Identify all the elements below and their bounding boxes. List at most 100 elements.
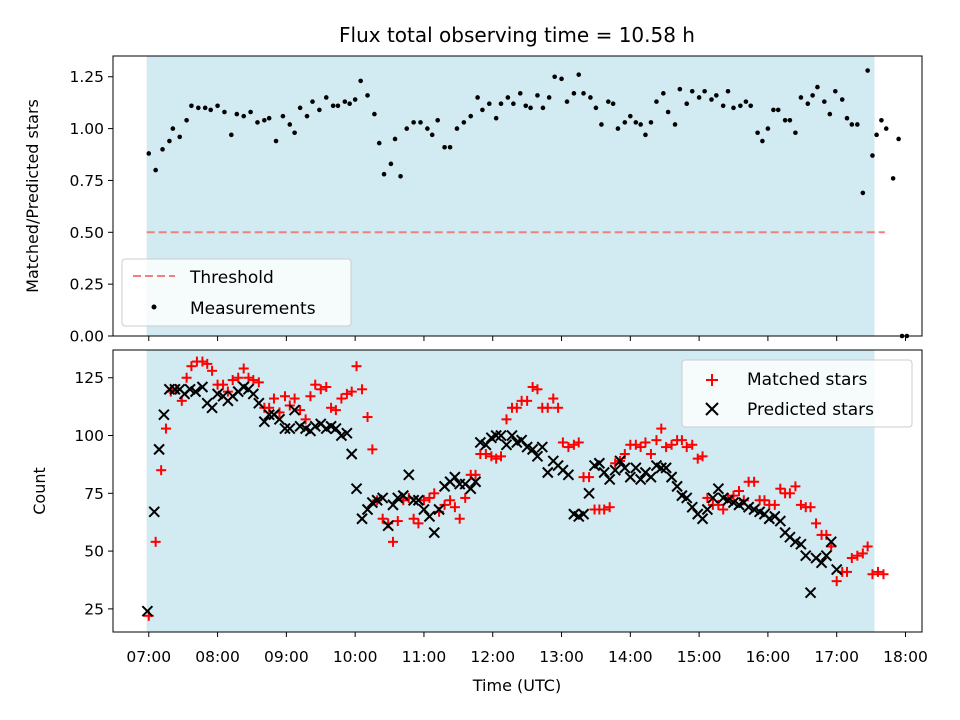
measurement-point	[546, 95, 552, 100]
matched-star-point	[692, 453, 703, 464]
matched-star-point	[811, 518, 822, 529]
predicted-star-point	[376, 492, 389, 504]
predicted-star-point	[526, 443, 539, 456]
predicted-star-point	[465, 482, 477, 495]
matched-star-point	[326, 402, 337, 413]
matched-star-point	[408, 513, 419, 524]
y-tick-label: 0.75	[69, 172, 104, 190]
matched-star-point	[645, 449, 656, 460]
y-tick-label: 0.00	[69, 328, 104, 346]
predicted-star-point	[619, 462, 631, 474]
panel-counts: 25 50 75 100 125 Count Matched stars Predict…	[30, 349, 923, 637]
x-tick-label: 15:00	[677, 648, 722, 666]
legend-measurements-swatch	[151, 304, 157, 310]
measurement-point	[273, 138, 279, 144]
matched-star-point	[790, 481, 801, 492]
measurement-point	[411, 120, 416, 125]
matched-star-point	[181, 372, 192, 383]
y-tick-label: 0.50	[69, 224, 104, 242]
matched-star-point	[651, 435, 662, 446]
matched-star-point	[233, 372, 244, 383]
predicted-star-point	[562, 469, 575, 481]
predicted-star-point	[542, 466, 554, 479]
y-tick-label: 50	[84, 543, 104, 561]
measurement-point	[748, 103, 754, 109]
measurement-point	[833, 88, 838, 94]
predicted-star-point	[634, 473, 647, 486]
matched-star-point	[218, 379, 229, 390]
matched-star-point	[542, 402, 553, 413]
legend-predicted-swatch	[705, 402, 719, 416]
measurement-point	[381, 171, 387, 177]
y-tick-label: 100	[74, 427, 104, 445]
predicted-star-point	[490, 429, 502, 442]
measurement-point	[486, 101, 492, 107]
predicted-star-point	[774, 515, 786, 527]
matched-star-point	[656, 423, 667, 434]
matched-star-point	[156, 465, 167, 476]
measurement-point	[559, 76, 564, 82]
predicted-star-point	[189, 385, 202, 398]
measurement-point	[266, 115, 272, 121]
measurement-point	[684, 101, 690, 107]
measurement-point	[793, 130, 798, 136]
matched-star-point	[289, 393, 300, 404]
measurement-point	[883, 126, 889, 131]
matched-star-point	[268, 393, 279, 404]
matched-star-point	[872, 566, 883, 577]
measurement-point	[297, 105, 303, 111]
legend-matched-swatch	[706, 374, 718, 386]
y-tick-label: 25	[84, 600, 104, 618]
matched-star-point	[207, 365, 218, 376]
measurement-point	[505, 95, 511, 100]
x-tick-label: 07:00	[126, 648, 171, 666]
matched-star-point	[878, 569, 889, 580]
matched-star-point	[599, 504, 610, 515]
matched-star-point	[341, 388, 352, 399]
measurement-point	[771, 107, 776, 113]
matched-star-point	[460, 492, 471, 503]
matched-star-point	[718, 504, 729, 515]
measurement-point	[738, 103, 743, 109]
measurement-point	[805, 101, 811, 107]
legend-measurements-label: Measurements	[190, 299, 316, 319]
predicted-star-point	[469, 476, 482, 488]
matched-star-point	[336, 393, 347, 404]
matched-star-point	[377, 513, 388, 524]
measurement-point	[593, 105, 599, 111]
matched-star-point	[300, 414, 311, 425]
legend-threshold-label: Threshold	[189, 268, 274, 288]
matched-star-point	[186, 361, 197, 372]
measurement-point	[287, 122, 293, 127]
legend-predicted-label: Predicted stars	[747, 400, 874, 420]
measurement-point	[606, 99, 611, 104]
measurement-point	[493, 115, 499, 121]
matched-star-point	[749, 476, 760, 487]
matched-star-point	[197, 356, 208, 367]
x-tick-label: 09:00	[264, 648, 309, 666]
measurement-point	[896, 136, 901, 142]
measurement-point	[398, 173, 403, 179]
matched-star-point	[568, 439, 579, 450]
y-tick-label: 0.25	[69, 276, 104, 294]
measurement-point	[335, 103, 341, 109]
predicted-star-point	[603, 473, 616, 486]
measurement-point	[540, 105, 546, 111]
measurement-point	[160, 147, 165, 152]
predicted-star-point	[583, 487, 595, 500]
matched-star-point	[702, 492, 713, 503]
matched-star-point	[321, 381, 332, 392]
matched-star-point	[486, 451, 497, 462]
measurement-point	[280, 113, 286, 119]
predicted-star-point	[206, 402, 218, 414]
x-tick-label: 14:00	[608, 648, 653, 666]
measurement-point	[760, 138, 765, 144]
matched-star-point	[295, 405, 306, 416]
matched-star-point	[862, 541, 873, 552]
measurement-point	[610, 101, 616, 107]
matched-star-point	[635, 442, 646, 453]
measurement-point	[643, 132, 648, 138]
predicted-star-point	[624, 471, 637, 483]
measurement-point	[429, 132, 435, 138]
measurement-point	[234, 111, 240, 117]
